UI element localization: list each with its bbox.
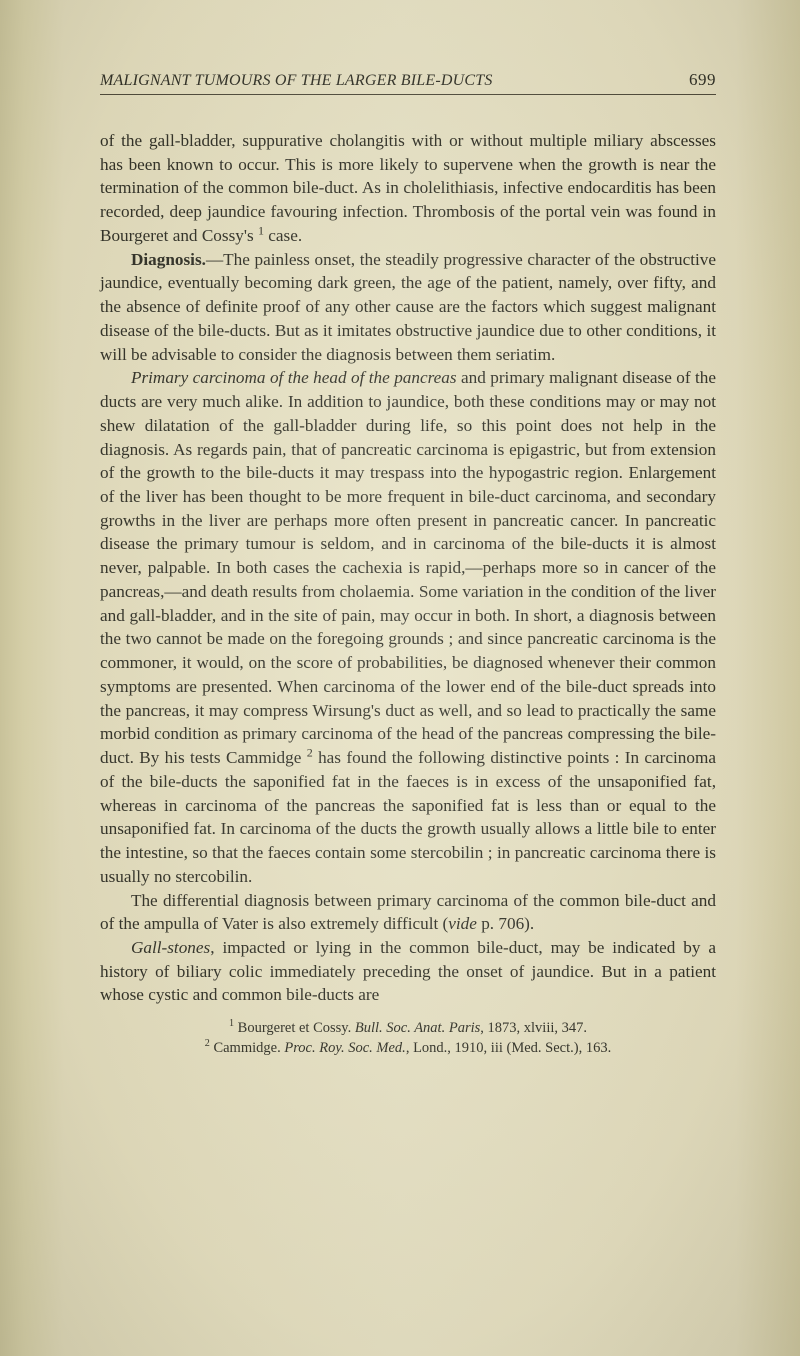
p3-italic: Primary carcinoma of the head of the pan… (131, 368, 457, 387)
footnote-2: 2 Cammidge. Proc. Roy. Soc. Med., Lond.,… (100, 1039, 716, 1059)
footnote-1-italic: Bull. Soc. Anat. Paris (355, 1020, 480, 1036)
page-number: 699 (689, 70, 716, 90)
p4-text-a: The differential diagnosis between prima… (100, 891, 716, 934)
footnote-1-a: Bourgeret et Cossy. (234, 1020, 355, 1036)
p5-italic: Gall-stones (131, 938, 210, 957)
p3-text-a: and primary malignant disease of the duc… (100, 368, 716, 767)
paragraph-2: Diagnosis.—The painless onset, the stead… (100, 248, 716, 367)
footnote-1: 1 Bourgeret et Cossy. Bull. Soc. Anat. P… (100, 1019, 716, 1039)
paragraph-5: Gall-stones, impacted or lying in the co… (100, 936, 716, 1007)
paragraph-1: of the gall-bladder, suppurative cholang… (100, 129, 716, 248)
header-rule (100, 94, 716, 95)
p4-text-b: p. 706). (477, 914, 534, 933)
paragraph-3: Primary carcinoma of the head of the pan… (100, 366, 716, 888)
running-title: MALIGNANT TUMOURS OF THE LARGER BILE-DUC… (100, 72, 493, 90)
p1-text-a: of the gall-bladder, suppurative cholang… (100, 131, 716, 245)
p3-text-b: has found the following distinctive poin… (100, 748, 716, 886)
page: MALIGNANT TUMOURS OF THE LARGER BILE-DUC… (0, 0, 800, 1356)
footnote-2-a: Cammidge. (210, 1040, 285, 1056)
p2-lead-bold: Diagnosis. (131, 250, 206, 269)
footnote-2-italic: Proc. Roy. Soc. Med. (284, 1040, 405, 1056)
footnote-2-b: , Lond., 1910, iii (Med. Sect.), 163. (406, 1040, 611, 1056)
footnotes: 1 Bourgeret et Cossy. Bull. Soc. Anat. P… (100, 1019, 716, 1058)
paragraph-4: The differential diagnosis between prima… (100, 889, 716, 936)
footnote-1-b: , 1873, xlviii, 347. (480, 1020, 587, 1036)
p1-text-b: case. (264, 226, 302, 245)
p2-lead: Diagnosis. (131, 250, 206, 269)
body-text: of the gall-bladder, suppurative cholang… (100, 129, 716, 1007)
p4-italic: vide (448, 914, 477, 933)
header-row: MALIGNANT TUMOURS OF THE LARGER BILE-DUC… (100, 70, 716, 90)
